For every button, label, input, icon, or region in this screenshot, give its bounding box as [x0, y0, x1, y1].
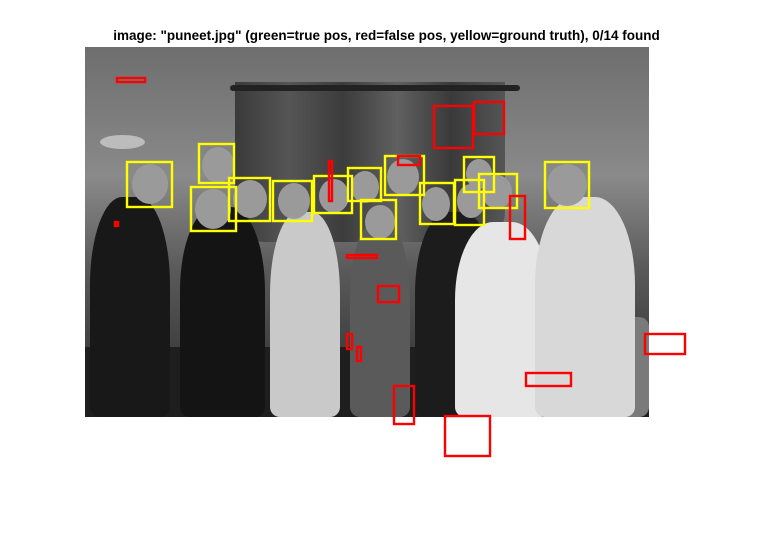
ground-truth-box	[197, 142, 236, 185]
ground-truth-box	[271, 179, 314, 223]
ground-truth-box	[189, 185, 238, 233]
photo-face	[457, 184, 485, 218]
false-positive-box	[508, 194, 527, 241]
false-positive-box	[392, 384, 416, 426]
photo-face	[365, 205, 395, 239]
figure-title: image: "puneet.jpg" (green=true pos, red…	[113, 28, 660, 43]
photo-curtain-rod	[230, 85, 520, 91]
photo-person	[535, 197, 635, 417]
false-positive-box	[113, 220, 120, 228]
ground-truth-box	[543, 160, 591, 210]
photo-lamp	[100, 135, 145, 149]
false-positive-box	[327, 159, 334, 203]
false-positive-box	[345, 332, 354, 351]
false-positive-box	[345, 253, 379, 260]
false-positive-box	[432, 104, 475, 150]
photo-face	[547, 164, 587, 206]
photo-face	[195, 189, 231, 229]
photo-person	[455, 222, 550, 417]
ground-truth-box	[477, 172, 519, 210]
false-positive-boxes	[113, 76, 687, 458]
photo	[85, 47, 649, 417]
photo-face	[319, 179, 349, 213]
ground-truth-box	[453, 178, 486, 227]
false-positive-box	[115, 76, 147, 84]
false-positive-box	[524, 371, 573, 388]
photo-person	[180, 207, 265, 417]
photo-person	[270, 212, 340, 417]
ground-truth-box	[227, 176, 272, 223]
photo-face	[278, 183, 310, 219]
false-positive-box	[355, 345, 363, 363]
ground-truth-box	[125, 160, 174, 209]
false-positive-box	[472, 100, 506, 136]
photo-face	[132, 164, 168, 204]
ground-truth-boxes	[125, 142, 591, 241]
false-positive-box	[443, 414, 492, 458]
photo-face	[351, 171, 379, 203]
false-positive-box	[396, 154, 422, 167]
photo-face	[422, 187, 450, 221]
false-positive-box	[643, 332, 687, 356]
photo-person	[90, 197, 170, 417]
ground-truth-box	[359, 198, 398, 241]
ground-truth-box	[383, 154, 426, 197]
photo-face	[233, 180, 267, 218]
false-positive-box	[376, 284, 401, 304]
